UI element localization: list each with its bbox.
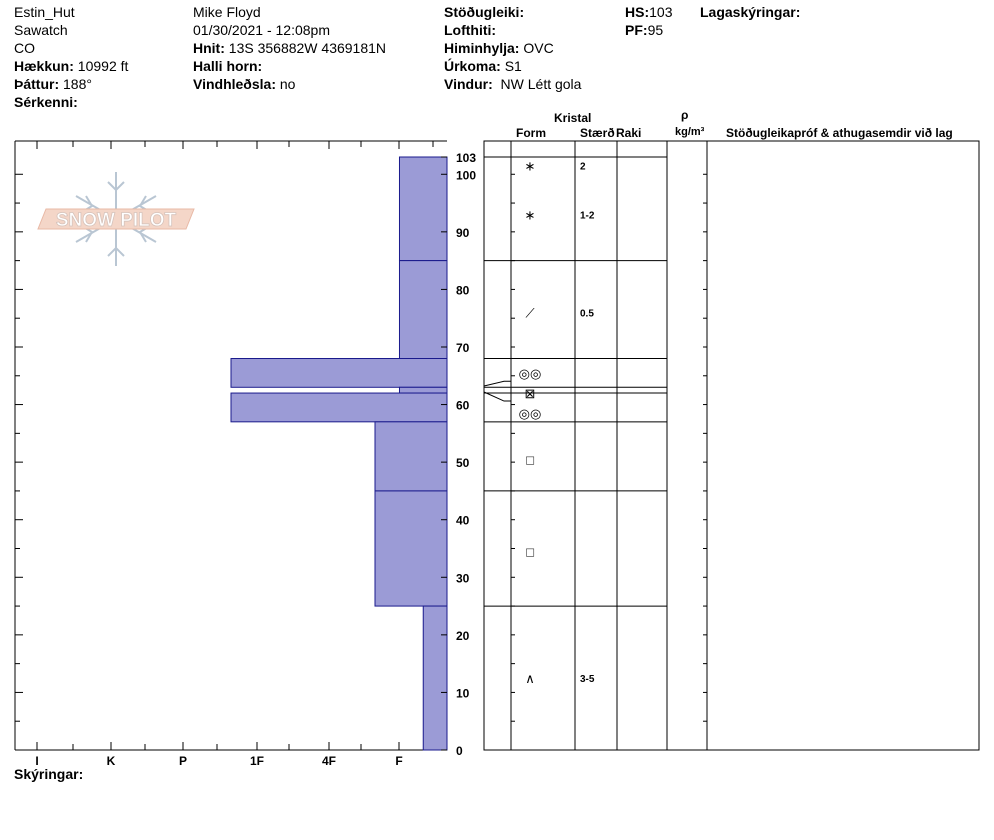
height-tick-label: 70	[456, 341, 470, 355]
precip: Úrkoma: S1	[444, 57, 522, 75]
notes-label: Skýringar:	[14, 766, 84, 782]
grain-form-symbol: □	[526, 452, 534, 467]
height-tick-label: 60	[456, 399, 470, 413]
grain-form-symbol: ⟋	[525, 305, 535, 320]
datetime: 01/30/2021 - 12:08pm	[193, 22, 330, 38]
height-tick-label: 10	[456, 686, 470, 700]
elevation: Hækkun: 10992 ft	[14, 57, 128, 75]
hardness-bar	[398, 156, 448, 262]
hardness-tick-label: 4F	[322, 754, 336, 768]
slope-label: Halli horn:	[193, 58, 263, 74]
wind: Vindur: NW Létt gola	[444, 75, 581, 93]
comments-header: Stöðugleikapróf & athugasemdir við lag	[726, 126, 953, 140]
grain-form-symbol: ⊠	[525, 386, 536, 401]
height-tick-label: 50	[456, 456, 470, 470]
coords-value: 13S 356882W 4369181N	[228, 40, 387, 56]
observer: Mike Floyd	[193, 4, 261, 20]
hardness-bar	[422, 605, 448, 751]
pf-label: PF:	[625, 22, 648, 38]
pf-value: 95	[647, 22, 664, 38]
aspect-value: 188°	[63, 76, 92, 92]
coords: Hnit: 13S 356882W 4369181N	[193, 39, 386, 57]
wind-loading-label: Vindhleðsla:	[193, 76, 276, 92]
stability-label: Stöðugleiki:	[444, 4, 525, 20]
elevation-label: Hækkun:	[14, 58, 74, 74]
height-tick-label: 100	[456, 168, 476, 182]
layer-table-frame	[483, 140, 980, 751]
wind-value: NW Létt gola	[500, 76, 582, 92]
location: Estin_Hut	[14, 4, 75, 20]
crystal-header: Kristal	[554, 111, 592, 125]
layer-notes-label: Lagaskýringar:	[700, 4, 801, 20]
aspect-label: Þáttur:	[14, 76, 60, 92]
moisture-header: Raki	[616, 126, 642, 140]
state: CO	[14, 40, 35, 56]
height-tick-label: 40	[456, 514, 470, 528]
hs: HS:103	[625, 3, 672, 21]
hs-value: 103	[649, 4, 673, 20]
wind-label: Vindur:	[444, 76, 493, 92]
grain-size-label: 1-2	[580, 211, 595, 222]
grain-form-symbol: ◎◎	[519, 406, 542, 421]
hardness-bar	[398, 386, 448, 394]
height-tick-label: 80	[456, 283, 470, 297]
aspect: Þáttur: 188°	[14, 75, 92, 93]
hardness-tick-label: F	[395, 754, 402, 768]
height-tick-label: 30	[456, 571, 470, 585]
wind-loading: Vindhleðsla: no	[193, 75, 295, 93]
precip-value: S1	[504, 58, 522, 74]
hardness-bar	[230, 392, 448, 423]
height-tick-label: 90	[456, 226, 470, 240]
hardness-bar	[374, 490, 448, 607]
hardness-tick-label: K	[107, 754, 116, 768]
elevation-value: 10992 ft	[77, 58, 129, 74]
height-tick-label: 20	[456, 629, 470, 643]
precip-label: Úrkoma:	[444, 58, 501, 74]
density-unit-header: kg/m³	[675, 126, 705, 138]
grain-size-label: 0.5	[580, 308, 594, 319]
grain-form-symbol: ◎◎	[519, 366, 542, 381]
layer-connector-line	[483, 391, 511, 402]
grain-form-symbol: ∗	[525, 159, 536, 174]
hardness-tick-label: I	[35, 754, 38, 768]
hardness-bar	[398, 260, 448, 360]
sky-label: Himinhylja:	[444, 40, 520, 56]
grain-size-label: 2	[580, 162, 586, 173]
sky-value: OVC	[523, 40, 554, 56]
hs-label: HS:	[625, 4, 650, 20]
air-temp-label: Lofthiti:	[444, 22, 497, 38]
pf: PF:95	[625, 21, 663, 39]
range: Sawatch	[14, 22, 68, 38]
size-header: Stærð	[580, 126, 615, 140]
height-tick-label: 103	[456, 151, 476, 165]
form-header: Form	[516, 126, 546, 140]
grain-form-symbol: ∗	[525, 208, 536, 223]
hardness-bar	[374, 421, 448, 492]
grain-size-label: 3-5	[580, 674, 595, 685]
rho-header: ρ	[681, 108, 689, 122]
hardness-bar	[230, 358, 448, 388]
sky: Himinhylja: OVC	[444, 39, 554, 57]
grain-form-symbol: ∧	[525, 671, 535, 686]
grain-form-symbol: □	[526, 544, 534, 559]
wind-loading-value: no	[279, 76, 296, 92]
hardness-tick-label: 1F	[250, 754, 264, 768]
layer-connector-line	[483, 380, 511, 387]
coords-label: Hnit:	[193, 40, 225, 56]
features-label: Sérkenni:	[14, 94, 78, 110]
height-tick-label: 0	[456, 744, 463, 758]
hardness-tick-label: P	[179, 754, 187, 768]
